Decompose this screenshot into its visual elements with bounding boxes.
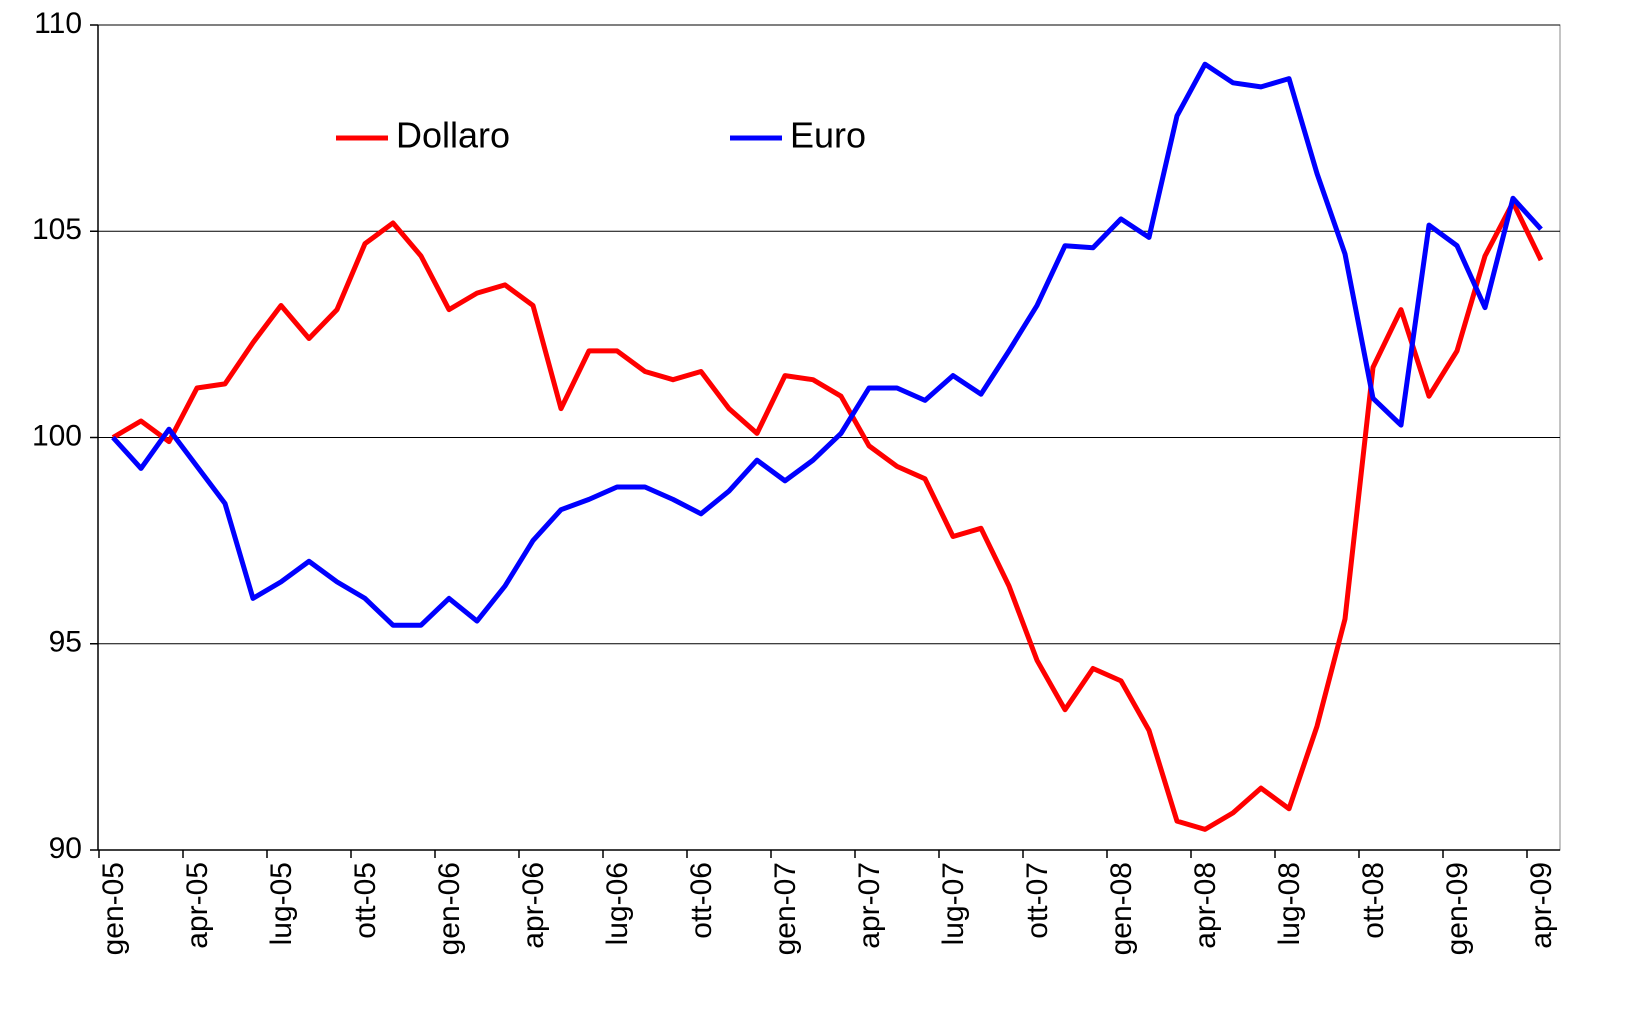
line-series [111,199,1544,832]
y-tick-label: 105 [32,213,82,246]
x-tick-label: gen-09 [1441,862,1474,955]
line-series [111,61,1543,628]
x-tick-label: ott-06 [685,862,718,939]
x-tick-label: gen-07 [769,862,802,955]
x-tick-label: apr-05 [181,862,214,949]
x-tick-label: lug-05 [265,862,298,945]
x-tick-label: gen-05 [97,862,130,955]
x-tick-label: apr-08 [1189,862,1222,949]
x-tick-label: apr-07 [853,862,886,949]
x-tick-label: apr-09 [1525,862,1558,949]
x-tick-label: ott-08 [1357,862,1390,939]
x-tick-label: lug-06 [601,862,634,945]
x-tick-label: apr-06 [517,862,550,949]
x-tick-label: gen-06 [433,862,466,955]
y-tick-label: 110 [34,7,82,40]
x-tick-label: gen-08 [1105,862,1138,955]
y-tick-label: 90 [49,832,82,865]
x-tick-label: ott-07 [1021,862,1054,939]
legend-label: Dollaro [396,115,510,156]
x-tick-label: ott-05 [349,862,382,939]
legend-label: Euro [790,115,866,156]
x-tick-label: lug-07 [937,862,970,945]
x-tick-label: lug-08 [1273,862,1306,945]
y-tick-label: 95 [49,626,82,659]
y-tick-label: 100 [32,419,82,452]
